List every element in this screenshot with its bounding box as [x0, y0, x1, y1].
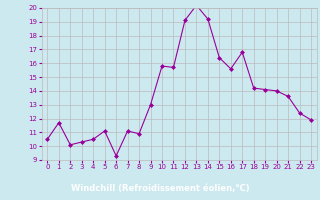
Text: Windchill (Refroidissement éolien,°C): Windchill (Refroidissement éolien,°C): [71, 184, 249, 193]
